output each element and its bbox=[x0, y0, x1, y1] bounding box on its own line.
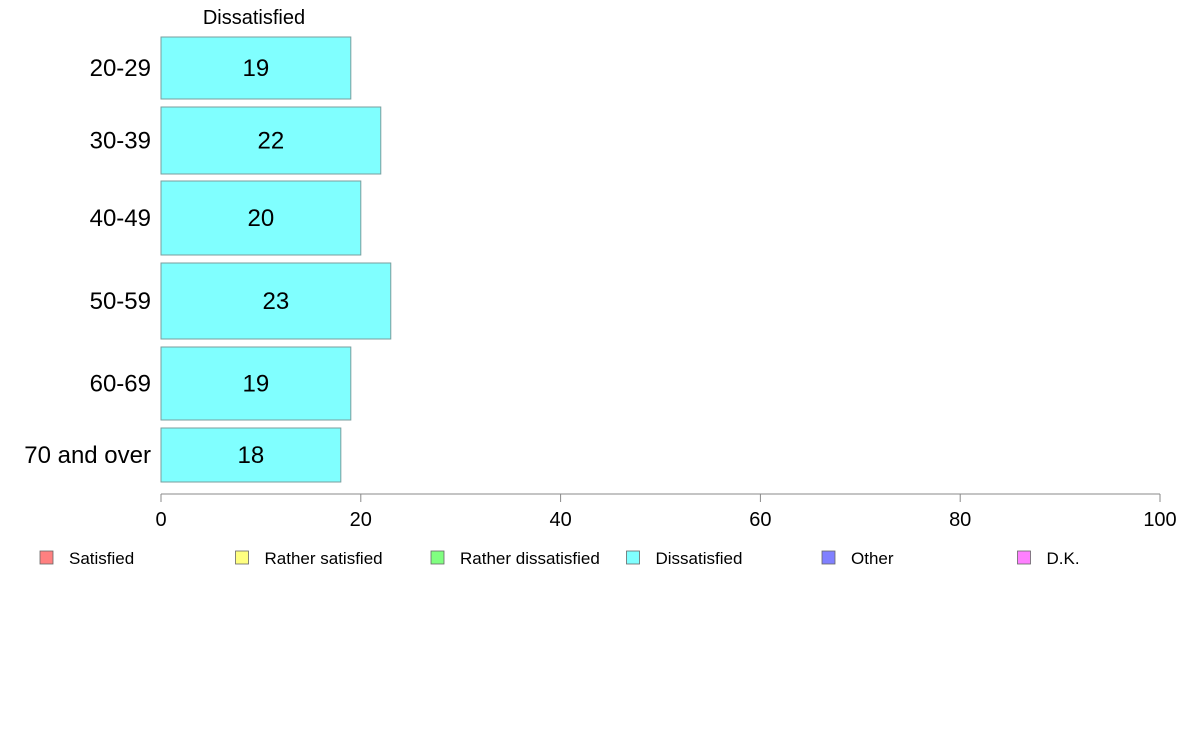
data-label: 20 bbox=[248, 205, 275, 232]
legend-label: Rather satisfied bbox=[265, 549, 383, 568]
legend-label: Other bbox=[851, 549, 894, 568]
data-label: 18 bbox=[238, 442, 265, 469]
category-label: 70 and over bbox=[24, 442, 151, 469]
series-title: Dissatisfied bbox=[203, 7, 305, 29]
x-tick-label: 80 bbox=[949, 509, 971, 531]
category-label: 50-59 bbox=[90, 288, 151, 315]
category-label: 40-49 bbox=[90, 205, 151, 232]
x-tick-label: 40 bbox=[549, 509, 571, 531]
legend-swatch-satisfied bbox=[39, 550, 54, 565]
data-label: 19 bbox=[243, 55, 270, 82]
x-tick-label: 20 bbox=[350, 509, 372, 531]
category-label: 30-39 bbox=[90, 128, 151, 155]
bar-40-49 bbox=[160, 180, 362, 256]
legend-swatch-rather-satisfied bbox=[235, 550, 249, 565]
data-label: 23 bbox=[263, 288, 290, 315]
x-axis: 0 20 40 60 80 100 bbox=[155, 493, 1177, 531]
legend-label: Satisfied bbox=[69, 549, 134, 568]
bar-70-and-over bbox=[160, 427, 342, 483]
bar-20-29 bbox=[160, 36, 352, 100]
legend-label: Rather dissatisfied bbox=[460, 549, 600, 568]
x-tick-label: 0 bbox=[155, 509, 166, 531]
bar-30-39 bbox=[160, 106, 382, 175]
category-label: 60-69 bbox=[90, 371, 151, 398]
legend-label: D.K. bbox=[1047, 549, 1080, 568]
legend-swatch-dissatisfied bbox=[626, 550, 640, 565]
category-label: 20-29 bbox=[90, 55, 151, 82]
legend-swatch-d-k- bbox=[1017, 550, 1031, 565]
legend-swatch-other bbox=[821, 550, 836, 565]
bars-group: 19 20-29 22 30-39 20 40-49 23 50-59 19 60-69 18 70 … bbox=[24, 36, 392, 483]
data-label: 22 bbox=[258, 128, 285, 155]
x-tick-label: 100 bbox=[1143, 509, 1176, 531]
bar-60-69 bbox=[160, 346, 352, 421]
bar-50-59 bbox=[160, 262, 392, 340]
data-label: 19 bbox=[243, 371, 270, 398]
legend: Satisfied Rather satisfied Rather dissatis… bbox=[39, 549, 1080, 568]
legend-label: Dissatisfied bbox=[656, 549, 743, 568]
x-tick-label: 60 bbox=[749, 509, 771, 531]
legend-swatch-rather-dissatisfied bbox=[430, 550, 445, 565]
